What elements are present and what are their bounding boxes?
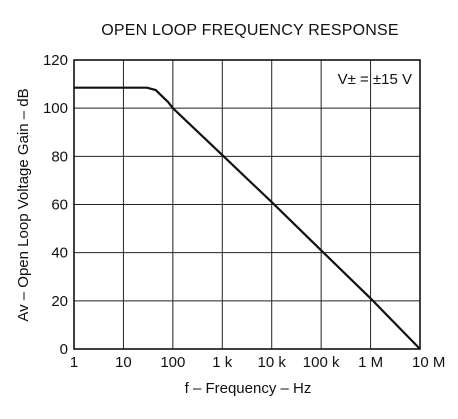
x-tick-label: 10 M (412, 354, 445, 371)
x-tick-label: 10 k (258, 354, 287, 371)
x-tick-labels: 1 10 100 1 k 10 k 100 k 1 M 10 M (70, 354, 446, 371)
x-tick-label: 100 (160, 354, 185, 371)
y-tick-label: 100 (43, 100, 68, 117)
grid (73, 59, 421, 350)
y-tick-label: 0 (60, 341, 68, 358)
y-axis-label: Av – Open Loop Voltage Gain – dB (15, 88, 32, 321)
y-tick-label: 60 (51, 197, 68, 214)
y-tick-label: 20 (51, 293, 68, 310)
x-tick-label: 1 (70, 354, 78, 371)
plot-frame (73, 59, 421, 350)
x-axis-label: f – Frequency – Hz (184, 380, 312, 397)
y-tick-label: 80 (51, 148, 68, 165)
x-tick-label: 1 M (358, 354, 383, 371)
x-tick-label: 10 (115, 354, 132, 371)
x-tick-label: 1 k (212, 354, 233, 371)
gain-curve (74, 86, 421, 350)
y-tick-label: 40 (51, 245, 68, 262)
y-tick-labels: 0 20 40 60 80 100 120 (43, 52, 68, 358)
chart-title: OPEN LOOP FREQUENCY RESPONSE (101, 22, 399, 39)
supply-voltage-annotation: V± = ±15 V (338, 71, 412, 88)
y-tick-label: 120 (43, 52, 68, 69)
x-tick-label: 100 k (303, 354, 340, 371)
